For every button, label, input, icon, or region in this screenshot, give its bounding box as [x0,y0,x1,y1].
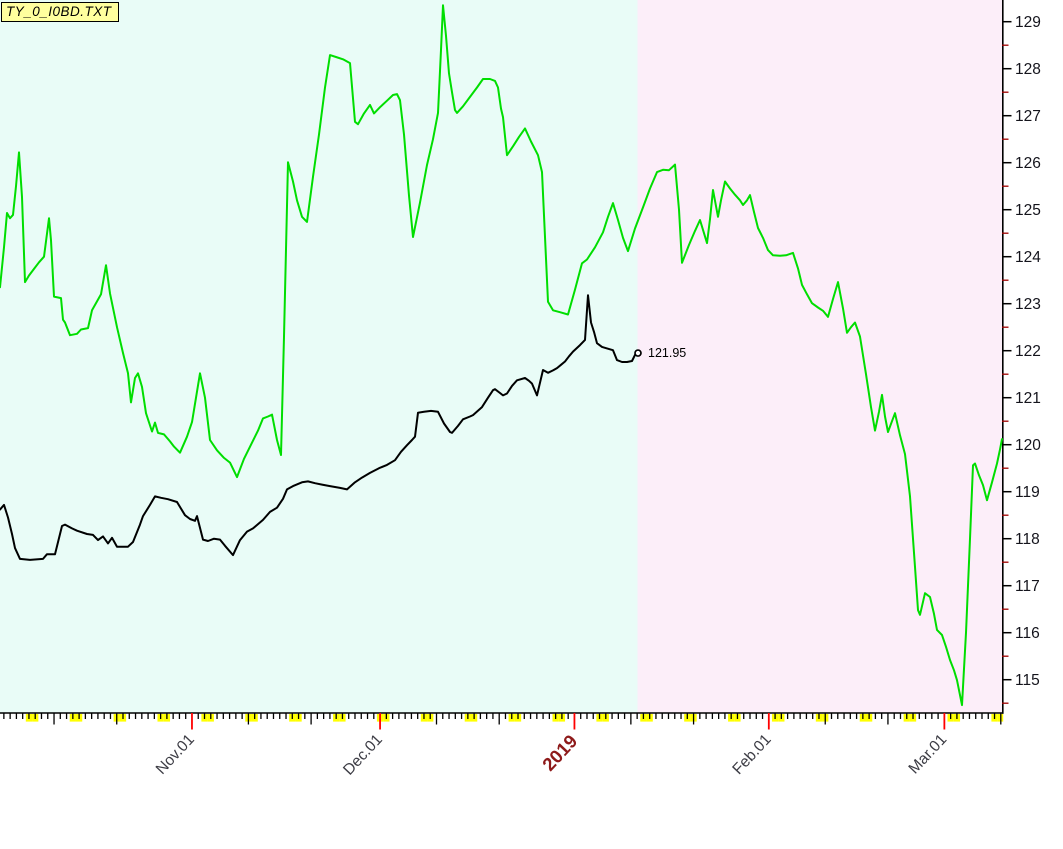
y-axis-label: 129 [1015,14,1041,31]
y-axis-label: 121 [1015,390,1041,407]
historical-band [0,0,638,713]
y-axis-label: 120 [1015,437,1041,454]
y-axis-label: 115 [1015,672,1040,689]
y-axis-label: 118 [1015,531,1040,548]
series-current-contract-line [0,294,639,561]
y-axis-label: 116 [1015,625,1040,642]
y-axis-label: 127 [1015,108,1041,125]
series-overlay-prior-year-line [0,4,1003,707]
y-axis-label: 128 [1015,61,1041,78]
x-label-year: 2019 [538,730,581,774]
x-label-month: Dec.01 [340,731,386,779]
x-label-month: Feb.01 [729,731,774,778]
last-price-marker [634,349,642,357]
y-axis-label: 124 [1015,249,1041,266]
y-axis-label: 125 [1015,202,1041,219]
y-axis-label: 122 [1015,343,1041,360]
forward-band [637,0,1002,713]
y-axis-label: 117 [1015,578,1040,595]
y-axis-label: 123 [1015,296,1041,313]
chart-filename-label[interactable]: TY_0_I0BD.TXT [1,2,119,22]
x-label-month: Mar.01 [906,731,951,777]
y-axis-label: 126 [1015,155,1041,172]
x-label-month: Nov.01 [153,731,198,778]
last-price-label: 121.95 [648,346,686,360]
y-axis-label: 119 [1015,484,1040,501]
